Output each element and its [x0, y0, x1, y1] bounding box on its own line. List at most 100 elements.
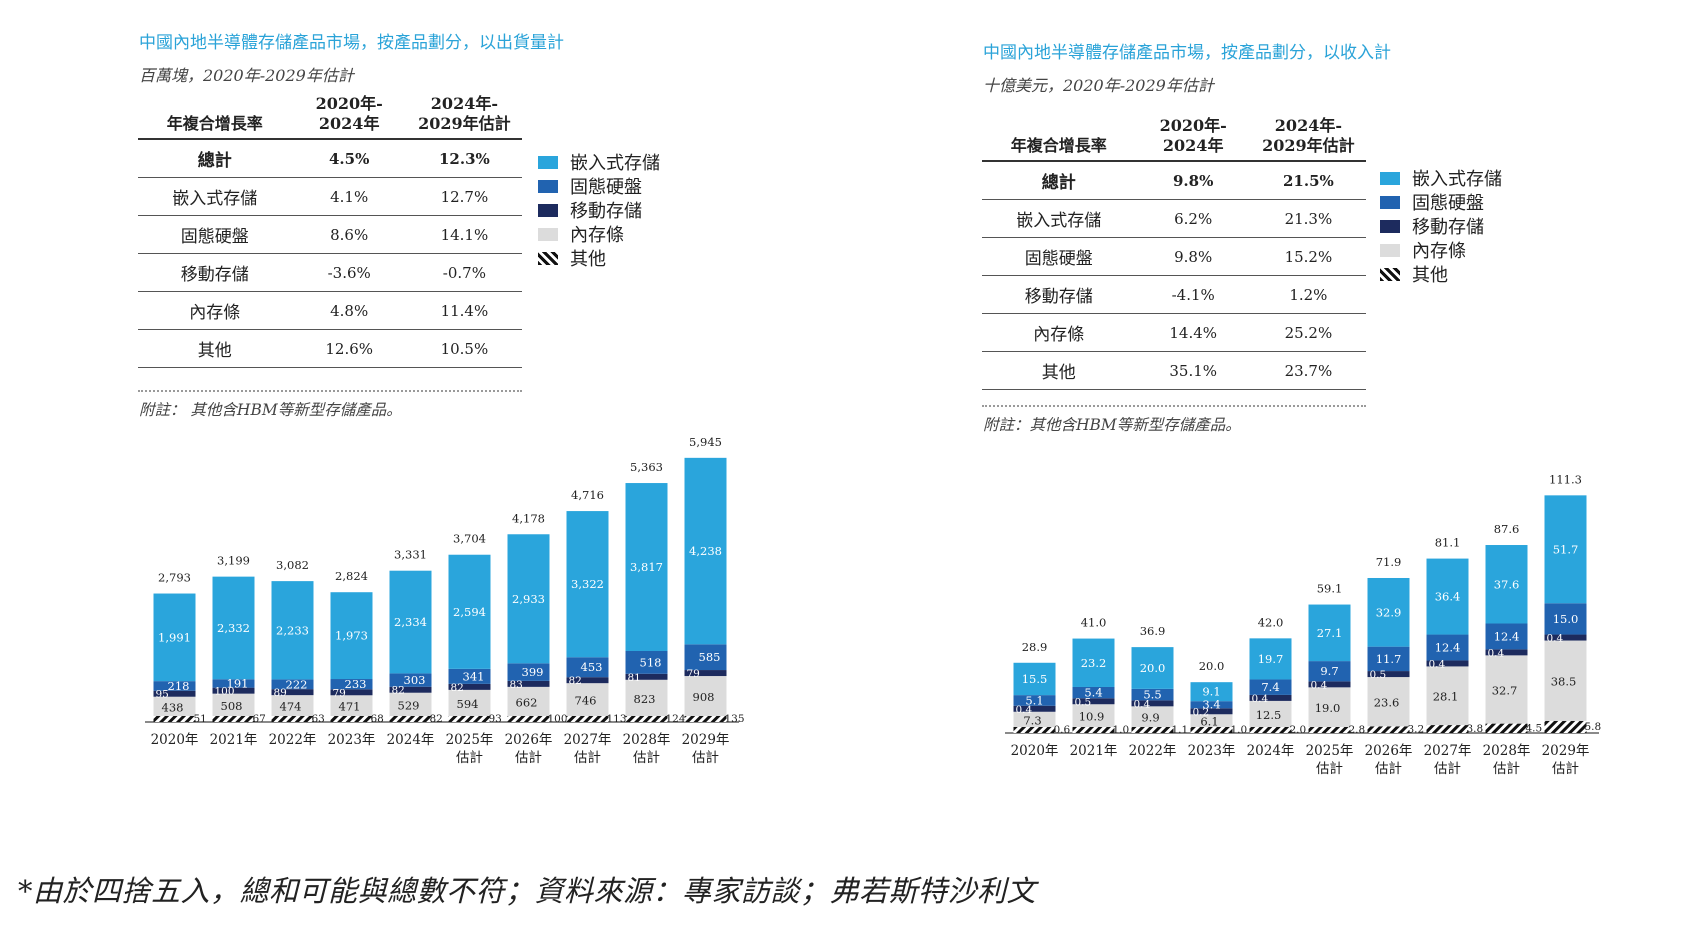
- total-label: 36.9: [1140, 624, 1166, 638]
- bar-segment-embedded: [1190, 682, 1233, 702]
- data-label-ssd: 585: [699, 650, 721, 664]
- bar-segment-embedded: [1485, 545, 1528, 624]
- data-label-embedded: 2,233: [276, 623, 309, 637]
- data-label-embedded: 2,933: [512, 592, 545, 606]
- right-chart-subtitle: 十億美元，2020年-2029年估計: [983, 76, 1214, 95]
- table-row: 移動存儲 -3.6% -0.7%: [138, 253, 522, 292]
- bar-segment-other: [330, 716, 373, 722]
- bar-segment-embedded: [212, 576, 255, 680]
- data-label-dram: 6.1: [1200, 715, 1218, 729]
- bar-segment-embedded: [389, 570, 432, 674]
- bar-segment-ssd: [1013, 695, 1056, 706]
- category-label: 2026年: [505, 732, 553, 748]
- bar-segment-other: [1485, 723, 1528, 733]
- table-cell: 6.2%: [1135, 199, 1251, 238]
- table-cell: 8.6%: [291, 215, 407, 254]
- data-label-embedded: 51.7: [1553, 542, 1579, 556]
- table-row: 固態硬盤 9.8% 15.2%: [982, 237, 1366, 276]
- table-row: 內存條 14.4% 25.2%: [982, 313, 1366, 352]
- data-label-dram: 9.9: [1141, 711, 1159, 725]
- bar-segment-dram: [330, 695, 373, 716]
- bar-segment-ssd: [1426, 634, 1469, 661]
- data-label-mobile: 82: [392, 685, 405, 697]
- bar-segment-ssd: [1367, 646, 1410, 672]
- bar-segment-dram: [389, 692, 432, 716]
- data-label-ssd: 341: [463, 669, 485, 683]
- legend-label: 內存條: [570, 225, 624, 246]
- data-label-ssd: 218: [168, 679, 190, 693]
- bar-segment-other: [1072, 727, 1115, 733]
- table-cell: 12.3%: [406, 139, 522, 178]
- table-cell: 14.1%: [406, 215, 522, 254]
- bar-segment-ssd: [448, 668, 491, 684]
- legend-swatch: [538, 203, 558, 217]
- data-label-ssd: 233: [345, 677, 367, 691]
- bar-segment-embedded: [271, 581, 314, 680]
- category-label: 2028年: [623, 732, 671, 748]
- bar-segment-dram: [1426, 666, 1469, 726]
- table-row: 總計 9.8% 21.5%: [982, 161, 1366, 200]
- table-row-label: 內存條: [138, 291, 292, 330]
- table-cell: 11.4%: [406, 291, 522, 330]
- data-label-other: 3.8: [1467, 723, 1484, 735]
- data-label-ssd: 5.1: [1025, 693, 1043, 707]
- data-label-dram: 32.7: [1492, 683, 1518, 697]
- right-chart-title: 中國內地半導體存儲產品市場，按產品劃分，以收入計: [983, 43, 1391, 63]
- data-label-mobile: 82: [451, 682, 464, 694]
- table-cell: 14.4%: [1135, 313, 1251, 352]
- data-label-embedded: 1,991: [158, 630, 191, 644]
- bar-segment-ssd: [1131, 688, 1174, 701]
- bar-segment-other: [448, 716, 491, 722]
- data-label-mobile: 83: [510, 679, 523, 691]
- data-label-other: 68: [371, 713, 384, 725]
- right-legend: 嵌入式存儲 固態硬盤 移動存儲 內存條 其他: [1380, 166, 1502, 286]
- data-label-dram: 823: [634, 692, 656, 706]
- bar-segment-ssd: [1249, 679, 1292, 695]
- left-cagr-table: 年複合增長率 2020年- 2024年 2024年- 2029年估計 總計 4.5% 12.3…: [138, 90, 522, 368]
- total-label: 2,793: [158, 571, 191, 585]
- bar-segment-other: [1544, 720, 1587, 733]
- data-label-mobile: 0.2: [1193, 706, 1210, 718]
- bar-segment-dram: [1544, 640, 1587, 721]
- bar-segment-mobile: [153, 690, 196, 697]
- bar-segment-mobile: [684, 670, 727, 677]
- left-legend: 嵌入式存儲 固態硬盤 移動存儲 內存條 其他: [538, 150, 660, 270]
- data-label-other: 135: [725, 713, 745, 725]
- bar-segment-dram: [1308, 687, 1351, 727]
- data-label-ssd: 15.0: [1553, 612, 1579, 626]
- data-label-mobile: 0.4: [1429, 658, 1446, 670]
- legend-item-dram: 內存條: [1380, 238, 1502, 262]
- bar-segment-ssd: [1485, 623, 1528, 650]
- bar-segment-dram: [625, 679, 668, 716]
- left-chart-subtitle: 百萬塊，2020年-2029年估計: [139, 66, 354, 85]
- data-label-ssd: 11.7: [1376, 652, 1402, 666]
- bar-segment-mobile: [1131, 700, 1174, 707]
- bar-segment-other: [625, 716, 668, 722]
- data-label-mobile: 95: [156, 689, 169, 701]
- footer-note: *由於四捨五入，總和可能與總數不符；資料來源：專家訪談；弗若斯特沙利文: [18, 874, 1037, 908]
- data-label-dram: 471: [339, 700, 361, 714]
- category-label: 2024年: [387, 732, 435, 748]
- data-label-ssd: 518: [640, 655, 662, 669]
- legend-swatch: [538, 227, 558, 241]
- category-label: 估計: [574, 750, 601, 766]
- table-header-cell: 2024年- 2029年估計: [406, 90, 522, 140]
- bar-segment-dram: [1367, 677, 1410, 727]
- bar-segment-embedded: [1426, 558, 1469, 635]
- bar-segment-mobile: [330, 689, 373, 696]
- table-row-label: 固態硬盤: [982, 237, 1136, 276]
- data-label-dram: 508: [221, 699, 243, 713]
- legend-label: 內存條: [1412, 241, 1466, 262]
- data-label-mobile: 79: [333, 687, 346, 699]
- bar-segment-other: [566, 716, 609, 722]
- bar-segment-ssd: [1308, 661, 1351, 682]
- table-cell: 12.7%: [406, 177, 522, 216]
- legend-item-mobile: 移動存儲: [1380, 214, 1502, 238]
- bar-segment-mobile: [1426, 660, 1469, 667]
- category-label: 2022年: [1129, 743, 1177, 759]
- data-label-mobile: 0.4: [1016, 704, 1033, 716]
- category-label: 2023年: [328, 732, 376, 748]
- legend-label: 其他: [1412, 265, 1448, 286]
- table-cell: 15.2%: [1250, 237, 1366, 276]
- data-label-dram: 438: [162, 700, 184, 714]
